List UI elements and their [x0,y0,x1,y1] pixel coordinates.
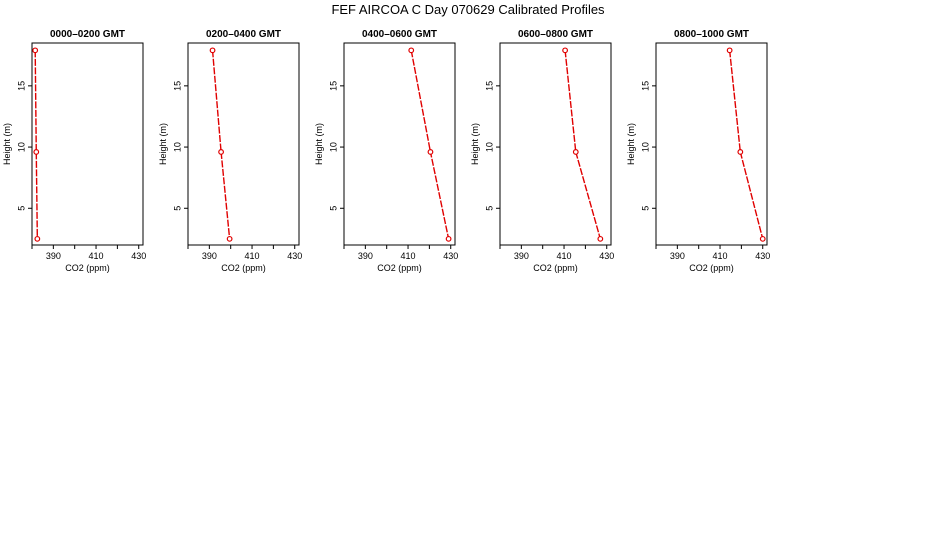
data-point [34,235,41,242]
y-tick-label: 5 [640,206,650,211]
profile-charts: 0000–0200 GMT 390 410 430 5 10 15 CO2 (ppm) Heig… [2,29,770,273]
y-tick-label: 15 [172,81,182,91]
panel-title: 0200–0400 GMT [206,29,281,40]
y-axis-label: Height (m) [2,123,12,165]
x-tick-label: 390 [202,251,217,261]
profile-line [410,50,450,240]
x-axis-label: CO2 (ppm) [221,263,266,273]
x-tick-label: 410 [401,251,416,261]
y-tick-label: 15 [640,81,650,91]
data-point [597,235,604,242]
plot-frame [343,42,456,246]
x-axis-label: CO2 (ppm) [533,263,578,273]
profile-line [34,50,39,239]
plot-frame [187,42,300,246]
y-axis-label: Height (m) [470,123,480,165]
x-tick-label: 390 [358,251,373,261]
y-axis-label: Height (m) [314,123,324,165]
x-axis-label: CO2 (ppm) [377,263,422,273]
x-tick-label: 430 [443,251,458,261]
y-axis-label: Height (m) [626,123,636,165]
profile-line [211,50,231,239]
panel-title: 0800–1000 GMT [674,29,749,40]
chart-panel-5: 0800–1000 GMT 390 410 430 5 10 15 CO2 (ppm) Heig… [626,29,770,273]
chart-panel-2: 0200–0400 GMT 390 410 430 5 10 15 CO2 (ppm) Heig… [158,29,302,273]
y-tick-label: 10 [328,142,338,152]
y-tick-label: 5 [172,206,182,211]
chart-panel-1: 0000–0200 GMT 390 410 430 5 10 15 CO2 (ppm) Heig… [2,29,146,273]
profile-line [564,50,602,240]
chart-panel-3: 0400–0600 GMT 390 410 430 5 10 15 CO2 (ppm) Heig… [314,29,458,273]
data-point [562,47,569,54]
data-point [218,149,224,155]
y-tick-label: 5 [484,206,494,211]
data-point [726,47,733,54]
y-tick-label: 15 [328,81,338,91]
y-axis-label: Height (m) [158,123,168,165]
data-point [209,47,216,54]
x-tick-label: 410 [245,251,260,261]
y-tick-label: 10 [640,142,650,152]
x-tick-label: 430 [755,251,770,261]
y-tick-label: 10 [16,142,26,152]
x-axis-label: CO2 (ppm) [689,263,734,273]
y-tick-label: 10 [172,142,182,152]
plot-frame [499,42,612,246]
x-tick-label: 410 [557,251,572,261]
y-tick-label: 15 [484,81,494,91]
data-point [32,47,39,54]
x-tick-label: 430 [287,251,302,261]
plot-frame [31,42,144,246]
y-tick-label: 5 [16,206,26,211]
x-tick-label: 390 [46,251,61,261]
panel-title: 0400–0600 GMT [362,29,437,40]
plot-frame [655,42,768,246]
data-point [445,235,452,242]
x-tick-label: 430 [599,251,614,261]
page-title: FEF AIRCOA C Day 070629 Calibrated Profi… [331,2,605,17]
x-tick-label: 390 [514,251,529,261]
x-tick-label: 390 [670,251,685,261]
profile-line [728,50,764,240]
x-tick-label: 410 [713,251,728,261]
y-tick-label: 10 [484,142,494,152]
panel-title: 0600–0800 GMT [518,29,593,40]
data-point [408,47,415,54]
data-point [572,149,579,155]
data-point [33,149,40,155]
y-tick-label: 15 [16,81,26,91]
chart-panel-4: 0600–0800 GMT 390 410 430 5 10 15 CO2 (ppm) Heig… [470,29,614,273]
panel-title: 0000–0200 GMT [50,29,125,40]
data-point [427,149,434,155]
data-point [737,149,744,155]
x-tick-label: 430 [131,251,146,261]
data-point [226,235,233,242]
data-point [759,235,766,242]
y-tick-label: 5 [328,206,338,211]
x-tick-label: 410 [89,251,104,261]
x-axis-label: CO2 (ppm) [65,263,110,273]
